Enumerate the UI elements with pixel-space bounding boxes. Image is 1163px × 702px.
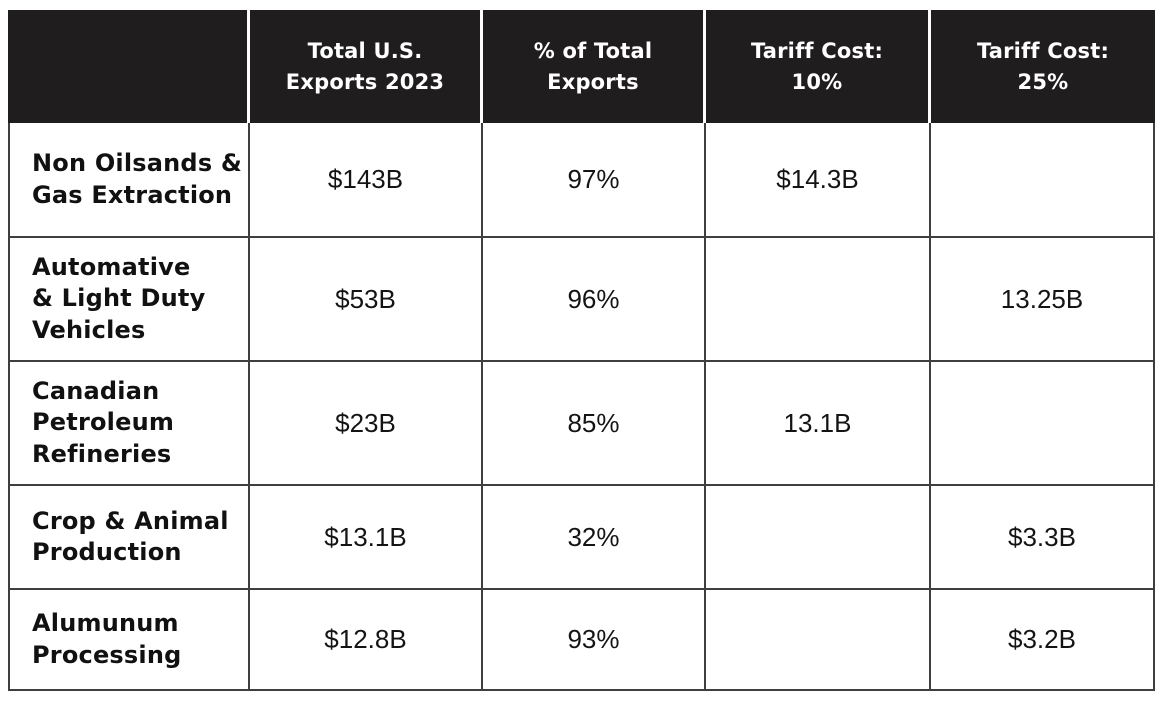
column-header-label: Tariff Cost: 25%: [976, 39, 1110, 94]
cell-total-exports: $143B: [250, 123, 483, 238]
column-header-label: Total U.S. Exports 2023: [285, 39, 445, 94]
cell-value: $14.3B: [776, 164, 859, 194]
row-label-text: Alumunum Processing: [32, 609, 182, 669]
row-label-crop-animal: Crop & Animal Production: [8, 486, 250, 590]
row-label-text: Automative & Light Duty Vehicles: [32, 253, 206, 344]
cell-tariff-25: 13.25B: [931, 238, 1155, 362]
cell-tariff-25: [931, 123, 1155, 238]
cell-value: 13.25B: [1000, 283, 1084, 314]
cell-value: 85%: [567, 407, 620, 438]
cell-pct-of-total: 93%: [483, 590, 706, 691]
cell-pct-of-total: 97%: [483, 123, 706, 238]
column-header-label: % of Total Exports: [533, 39, 653, 94]
column-header-label: Tariff Cost: 10%: [750, 39, 884, 94]
cell-total-exports: $23B: [250, 362, 483, 486]
column-header-tariff-25: Tariff Cost: 25%: [931, 10, 1155, 123]
row-label-text: Non Oilsands & Gas Extraction: [32, 149, 242, 209]
column-header-pct-of-total: % of Total Exports: [483, 10, 706, 123]
cell-tariff-10: 13.1B: [706, 362, 931, 486]
cell-tariff-10: [706, 590, 931, 691]
cell-value: $3.2B: [1008, 624, 1076, 654]
cell-value: $53B: [335, 283, 396, 314]
row-label-non-oilsands: Non Oilsands & Gas Extraction: [8, 123, 250, 238]
column-header-total-exports: Total U.S. Exports 2023: [250, 10, 483, 123]
cell-value: $143B: [327, 164, 404, 194]
cell-tariff-10: [706, 486, 931, 590]
cell-total-exports: $53B: [250, 238, 483, 362]
row-label-text: Crop & Animal Production: [32, 506, 229, 566]
column-header-tariff-10: Tariff Cost: 10%: [706, 10, 931, 123]
cell-total-exports: $12.8B: [250, 590, 483, 691]
cell-value: 96%: [567, 283, 620, 314]
cell-value: 13.1B: [783, 407, 852, 438]
cell-pct-of-total: 85%: [483, 362, 706, 486]
cell-value: 97%: [567, 164, 620, 194]
cell-value: $12.8B: [324, 624, 407, 654]
cell-tariff-25: $3.3B: [931, 486, 1155, 590]
cell-tariff-25: [931, 362, 1155, 486]
cell-tariff-10: [706, 238, 931, 362]
column-header-category: [8, 10, 250, 123]
cell-tariff-25: $3.2B: [931, 590, 1155, 691]
cell-total-exports: $13.1B: [250, 486, 483, 590]
row-label-canadian-petroleum: Canadian Petroleum Refineries: [8, 362, 250, 486]
tariff-impact-table: Total U.S. Exports 2023 % of Total Expor…: [8, 10, 1155, 691]
cell-value: $13.1B: [324, 521, 407, 552]
row-label-alumunum: Alumunum Processing: [8, 590, 250, 691]
cell-value: $23B: [335, 407, 396, 438]
row-label-automative: Automative & Light Duty Vehicles: [8, 238, 250, 362]
cell-value: 32%: [567, 521, 620, 552]
cell-pct-of-total: 96%: [483, 238, 706, 362]
cell-value: 93%: [567, 624, 620, 654]
row-label-text: Canadian Petroleum Refineries: [32, 377, 175, 468]
cell-pct-of-total: 32%: [483, 486, 706, 590]
cell-tariff-10: $14.3B: [706, 123, 931, 238]
cell-value: $3.3B: [1008, 521, 1076, 552]
